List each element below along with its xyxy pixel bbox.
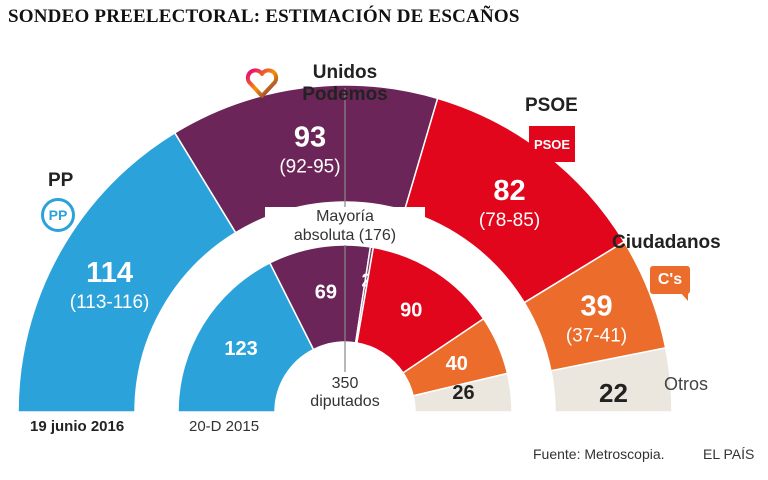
party-label-unidos-podemos: Unidos Podemos <box>290 62 400 106</box>
majority-label-line2: absoluta (176) <box>293 227 397 244</box>
value-label: 26 <box>452 382 474 404</box>
heart-logo-icon <box>245 68 279 98</box>
value-label: 82 <box>493 175 525 207</box>
total-seats: 350 diputados <box>290 375 400 411</box>
range-label: (92-95) <box>279 156 340 177</box>
segment-2015-otros <box>412 372 513 413</box>
segment-2016-pp <box>17 131 237 413</box>
value-label: 22 <box>599 378 628 408</box>
party-label-up-line1: Unidos <box>312 62 378 83</box>
segment-2016-otros <box>550 346 673 413</box>
value-label: 69 <box>315 282 337 304</box>
value-label: 93 <box>294 121 326 153</box>
source-text: Fuente: Metroscopia. <box>533 446 665 462</box>
pp-logo-icon: PP <box>41 198 75 232</box>
psoe-logo-icon: PSOE <box>529 126 575 162</box>
cs-logo-text: C's <box>657 271 683 288</box>
value-label: 90 <box>400 300 422 322</box>
range-label: (113-116) <box>70 292 150 313</box>
party-label-up-line2: Podemos <box>302 84 388 105</box>
brand-text: EL PAÍS <box>703 446 755 462</box>
ring-label-2015: 20-D 2015 <box>189 418 260 435</box>
cs-logo-tail <box>680 292 688 301</box>
cs-logo-icon: C's <box>650 266 690 294</box>
party-label-ciudadanos: Ciudadanos <box>612 232 721 253</box>
range-label: (78-85) <box>479 210 540 231</box>
total-seats-unit: diputados <box>310 393 380 410</box>
chart-title: SONDEO PREELECTORAL: ESTIMACIÓN DE ESCAÑ… <box>8 6 520 27</box>
value-label: 114 <box>86 257 133 289</box>
total-seats-number: 350 <box>331 375 359 392</box>
value-label: 39 <box>580 291 612 323</box>
segment-2015-pp <box>177 261 315 413</box>
pp-logo-text: PP <box>48 207 68 223</box>
value-label: 123 <box>224 338 257 360</box>
ring-label-2016: 19 junio 2016 <box>30 418 125 435</box>
otros-label: Otros <box>664 374 709 394</box>
party-label-pp: PP <box>48 170 74 191</box>
range-label: (37-41) <box>566 326 627 347</box>
majority-label-line1: Mayoría <box>316 208 374 225</box>
party-label-psoe: PSOE <box>525 95 578 116</box>
psoe-logo-text: PSOE <box>533 136 571 152</box>
value-label: 40 <box>446 353 468 375</box>
majority-label: Mayoría absoluta (176) <box>265 207 425 245</box>
value-label: 2 <box>362 271 372 291</box>
